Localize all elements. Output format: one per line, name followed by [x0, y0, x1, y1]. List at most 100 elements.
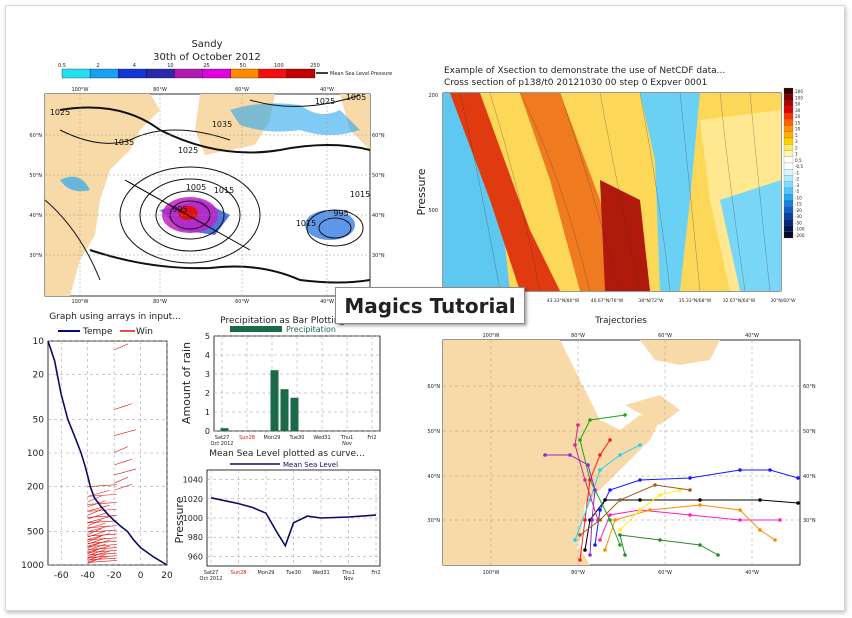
profile-wind-barb	[87, 552, 117, 556]
xsection-xlabels: 43.33°N/80°W 40.67°N/76°W 38°N/72°W 35.33°N…	[547, 298, 796, 304]
map-panel: Sandy 30th of October 2012 0.5 2 4 10 25 50 10…	[29, 39, 392, 305]
xsection-red-band	[450, 93, 560, 291]
xsection-xlabel: 38°N/72°W	[638, 298, 664, 304]
map-legend-swatch	[258, 68, 288, 79]
bar-xtick: Mon29	[264, 435, 281, 441]
xsection-title: Example of Xsection to demonstrate the u…	[444, 66, 725, 76]
traj-point	[598, 508, 602, 512]
bar	[220, 428, 229, 431]
traj-point	[543, 453, 547, 457]
bar	[270, 370, 279, 431]
traj-lon-label-bottom: 60°W	[658, 570, 672, 576]
colorbar-label: 10	[795, 127, 801, 132]
colorbar-swatch	[783, 119, 794, 126]
traj-point	[618, 528, 622, 532]
colorbar-swatch	[783, 206, 794, 214]
profile-wind-barb	[87, 525, 117, 528]
xsection-orange-band	[520, 93, 620, 291]
profile-ytick: 50	[33, 415, 45, 425]
profile-wind-barb	[87, 525, 110, 533]
profile-axes: 10 20 50 100 200 500 1000 -60 -40 -20 0 20	[21, 337, 173, 581]
map-contour-label: 1015	[350, 190, 370, 199]
traj-point	[638, 443, 642, 447]
traj-track	[599, 509, 780, 541]
map-land-east	[340, 94, 370, 150]
map-lat-label-right: 60°N	[372, 133, 385, 139]
profile-wind-barb	[87, 509, 117, 512]
colorbar-swatch	[783, 87, 794, 95]
profile-wind-barb	[114, 403, 133, 410]
map-xsection-line	[124, 179, 251, 251]
traj-point	[598, 518, 602, 522]
map-gridlines	[45, 94, 370, 296]
map-lon-label-top: 60°W	[235, 87, 249, 93]
map-lon-label-bottom: 100°W	[72, 299, 89, 305]
msl-ytick: 1040	[183, 476, 203, 485]
profile-ytick: 200	[27, 483, 44, 493]
bar-ylabel: Amount of rain	[180, 342, 193, 424]
profile-wind-barb	[87, 516, 110, 523]
traj-point	[758, 528, 762, 532]
traj-land-caribbean	[540, 548, 590, 565]
colorbar-swatch	[783, 225, 794, 232]
colorbar-label: -0.5	[795, 164, 804, 169]
profile-temperature-line	[47, 340, 168, 566]
traj-tracks	[543, 413, 800, 562]
map-contour-label: 1015	[296, 219, 316, 228]
traj-point	[588, 478, 592, 482]
colorbar-swatch	[783, 194, 794, 201]
map-title: Sandy	[191, 39, 222, 50]
traj-point	[638, 508, 642, 512]
bar-ytick: 1	[205, 408, 210, 417]
traj-point	[573, 538, 577, 542]
map-lat-label-right: 40°N	[372, 213, 385, 219]
bar-xtick-sub: Nov	[342, 441, 352, 447]
xsection-panel: Example of Xsection to demonstrate the u…	[415, 66, 805, 304]
map-contour-label: 1015	[214, 186, 234, 195]
xsection-subtitle: Cross section of p138/t0 20121030 00 ste…	[444, 78, 707, 88]
profile-wind-barb	[87, 557, 117, 561]
profile-wind-barb	[87, 522, 106, 530]
traj-point	[738, 508, 742, 512]
traj-point	[586, 463, 590, 467]
map-axes: 100°W 100°W 80°W 80°W 60°W 60°W 40°W 40°W 60°N 60…	[29, 87, 384, 305]
map-legend-label: 0.5	[58, 63, 66, 69]
profile-ytick: 500	[27, 527, 44, 537]
colorbar-swatch	[783, 162, 794, 170]
traj-lat-label-left: 40°N	[427, 474, 440, 480]
bar-ytick: 5	[205, 332, 210, 341]
profile-wind-barb	[113, 476, 129, 484]
map-contour-label: 995	[172, 205, 187, 214]
colorbar-label: -2	[795, 177, 800, 182]
traj-point	[618, 498, 622, 502]
traj-lon-label-bottom: 100°W	[483, 570, 500, 576]
msl-ytick: 1000	[183, 514, 203, 523]
traj-point	[738, 468, 742, 472]
colorbar-swatch	[783, 131, 794, 139]
map-legend-swatch	[61, 68, 91, 79]
traj-point	[716, 553, 720, 557]
map-isobars	[45, 94, 370, 284]
traj-point	[796, 501, 800, 505]
colorbar-label: -10	[795, 195, 802, 200]
profile-wind-barb	[114, 429, 137, 436]
colorbar-swatch	[783, 200, 794, 207]
traj-point	[576, 423, 580, 427]
colorbar-label: -15	[795, 202, 802, 207]
msl-xtick: Fri2	[371, 570, 380, 576]
colorbar-label: 20	[795, 114, 801, 119]
colorbar-label: -50	[795, 220, 802, 225]
map-contour-label: 1005	[186, 183, 206, 192]
xsection-blue-left	[443, 93, 510, 291]
bar-legend-swatch	[230, 326, 282, 332]
profile-wind-barb	[87, 550, 117, 553]
traj-gridlines	[443, 340, 800, 565]
colorbar-label: -20	[795, 208, 802, 213]
profile-wind-barb	[114, 483, 133, 491]
map-lat-label-left: 50°N	[29, 173, 42, 179]
colorbar-label: -3	[795, 183, 800, 188]
traj-point	[598, 468, 602, 472]
xsection-blue-right	[720, 180, 781, 291]
traj-track	[574, 424, 599, 521]
